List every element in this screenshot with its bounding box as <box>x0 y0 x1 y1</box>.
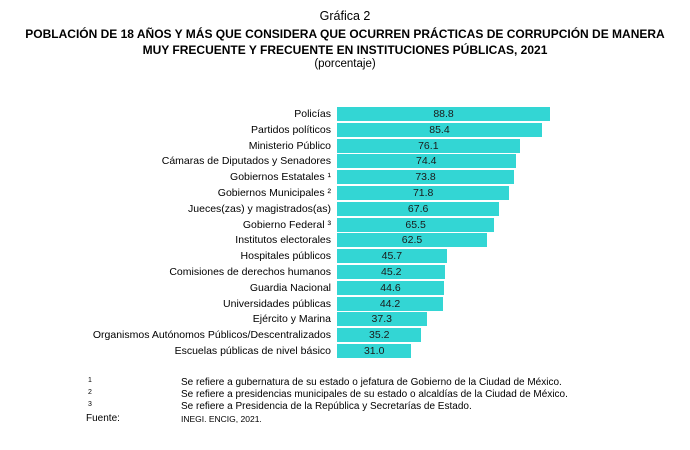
bar: 76.1 <box>337 138 520 153</box>
bar: 88.8 <box>337 107 551 121</box>
footnote-text: Se refiere a presidencias municipales de… <box>181 389 568 400</box>
bar: 73.8 <box>337 170 515 185</box>
chart-title-line-2: MUY FRECUENTE Y FRECUENTE EN INSTITUCION… <box>142 43 548 57</box>
bar: 31.0 <box>337 344 412 358</box>
bar: 65.5 <box>337 217 495 232</box>
category-label: Guardia Nacional <box>249 281 331 294</box>
bar: 44.6 <box>337 280 445 295</box>
bar: 44.2 <box>337 296 444 311</box>
footnote-text: Se refiere a Presidencia de la República… <box>181 401 472 412</box>
bar-row: Organismos Autónomos Públicos/Descentral… <box>0 328 690 343</box>
bar-row: Institutos electorales 62.5 <box>0 233 690 248</box>
category-label: Ejército y Marina <box>252 313 331 326</box>
bar: 71.8 <box>337 186 510 200</box>
category-label: Universidades públicas <box>223 297 331 310</box>
bar: 62.5 <box>337 233 487 248</box>
bar: 45.7 <box>337 249 447 264</box>
chart-number: Gráfica 2 <box>319 9 371 23</box>
value-label: 65.5 <box>405 218 426 231</box>
value-label: 45.2 <box>381 266 402 278</box>
chart-title-line-1: POBLACIÓN DE 18 AÑOS Y MÁS QUE CONSIDERA… <box>25 27 665 41</box>
bar: 35.2 <box>337 328 422 343</box>
bar: 45.2 <box>337 265 446 279</box>
footnote-text: Se refiere a gubernatura de su estado o … <box>181 377 562 388</box>
category-label: Policías <box>294 108 331 120</box>
bar-chart: Policías 88.8 Partidos políticos 85.4 Minist… <box>0 107 690 367</box>
chart-unit: (porcentaje) <box>314 58 376 70</box>
bar: 37.3 <box>337 312 427 327</box>
category-label: Ministerio Público <box>248 139 331 152</box>
value-label: 35.2 <box>369 329 390 342</box>
value-label: 62.5 <box>401 234 423 247</box>
bar-row: Gobiernos Estatales ¹ 73.8 <box>0 170 690 185</box>
bar-row: Guardia Nacional 44.6 <box>0 280 690 295</box>
value-label: 71.8 <box>412 187 434 199</box>
value-label: 31.0 <box>363 345 385 357</box>
value-label: 44.6 <box>380 281 401 294</box>
bar-row: Ministerio Público 76.1 <box>0 138 690 153</box>
value-label: 88.8 <box>433 108 454 120</box>
value-label: 37.3 <box>371 313 392 326</box>
footnote-mark: 1 <box>88 377 92 384</box>
bar-row: Hospitales públicos 45.7 <box>0 249 690 264</box>
value-label: 76.1 <box>418 139 439 152</box>
source-text: INEGI. ENCIG, 2021. <box>181 414 262 424</box>
category-label: Organismos Autónomos Públicos/Descentral… <box>92 329 331 342</box>
bar: 74.4 <box>337 154 516 169</box>
bar-row: Ejército y Marina 37.3 <box>0 312 690 327</box>
bar-row: Policías 88.8 <box>0 107 690 121</box>
value-label: 73.8 <box>415 171 436 184</box>
footnote-mark: 3 <box>88 401 92 408</box>
category-label: Escuelas públicas de nivel básico <box>174 345 331 357</box>
source-label: Fuente: <box>86 413 120 424</box>
value-label: 74.4 <box>416 155 437 168</box>
category-label: Gobiernos Estatales ¹ <box>230 171 331 184</box>
bar: 67.6 <box>337 201 500 216</box>
category-label: Jueces(zas) y magistrados(as) <box>188 202 331 215</box>
bar-row: Gobierno Federal ³ 65.5 <box>0 217 690 232</box>
category-label: Partidos políticos <box>251 123 331 136</box>
bar-row: Cámaras de Diputados y Senadores 74.4 <box>0 154 690 169</box>
category-label: Comisiones de derechos humanos <box>169 266 331 278</box>
bar-row: Partidos políticos 85.4 <box>0 122 690 137</box>
category-label: Gobiernos Municipales ² <box>217 187 331 199</box>
bar: 85.4 <box>337 122 542 137</box>
footnote-mark: 2 <box>88 389 92 396</box>
bar-row: Comisiones de derechos humanos 45.2 <box>0 265 690 279</box>
bar-row: Escuelas públicas de nivel básico 31.0 <box>0 344 690 358</box>
value-label: 44.2 <box>379 297 401 310</box>
value-label: 67.6 <box>407 202 429 215</box>
category-label: Gobierno Federal ³ <box>242 218 331 231</box>
category-label: Cámaras de Diputados y Senadores <box>161 155 331 168</box>
bar-row: Gobiernos Municipales ² 71.8 <box>0 186 690 200</box>
category-label: Institutos electorales <box>235 234 331 247</box>
bar-row: Jueces(zas) y magistrados(as) 67.6 <box>0 201 690 216</box>
category-label: Hospitales públicos <box>240 250 331 263</box>
bar-row: Universidades públicas 44.2 <box>0 296 690 311</box>
value-label: 45.7 <box>381 250 403 263</box>
value-label: 85.4 <box>429 123 450 136</box>
